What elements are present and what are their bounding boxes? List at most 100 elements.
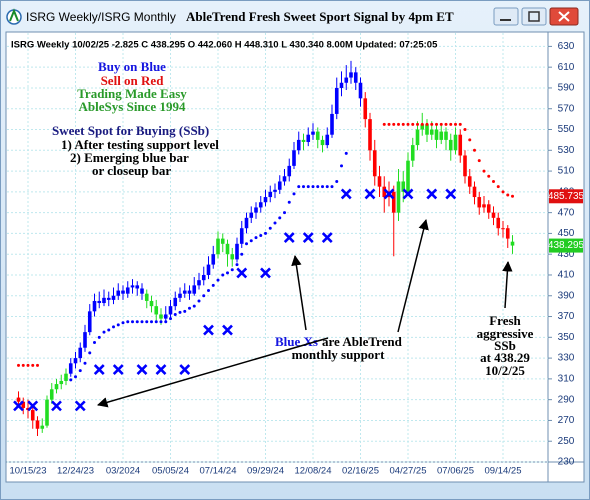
candle-body — [149, 300, 154, 307]
candle-body — [401, 181, 406, 192]
candle-body — [510, 241, 515, 246]
arrow — [502, 260, 513, 309]
x-tick-label: 09/29/24 — [247, 466, 284, 477]
y-tick-label: 530 — [558, 145, 575, 156]
y-tick-label: 350 — [558, 332, 575, 343]
stop-dot — [164, 320, 168, 324]
support-x — [402, 188, 414, 200]
candle-body — [249, 212, 254, 218]
y-tick-label: 410 — [558, 270, 575, 281]
app-icon-mark — [9, 8, 19, 22]
y-tick-label: 370 — [558, 311, 575, 322]
candle-body — [311, 131, 315, 135]
candle-body — [349, 72, 353, 78]
arrow — [291, 254, 307, 331]
candle-body — [382, 186, 387, 198]
candle-body — [92, 300, 97, 312]
candle-body — [30, 410, 35, 421]
annotation: Blue Xs — [275, 334, 318, 349]
candle-body — [363, 98, 368, 120]
x-tick-label: 02/16/25 — [342, 466, 379, 477]
x-tick-label: 04/27/25 — [390, 466, 427, 477]
candle-body — [230, 254, 235, 260]
stop-dot — [21, 363, 25, 367]
candle-body — [268, 191, 273, 198]
candle-body — [273, 189, 277, 192]
stop-dot — [93, 341, 96, 345]
stop-dot — [36, 363, 39, 367]
x-tick-label: 12/08/24 — [295, 466, 332, 477]
stop-dot — [183, 309, 187, 313]
maximize-button[interactable] — [521, 7, 547, 26]
candle-body — [425, 124, 429, 135]
stop-dot — [463, 128, 467, 132]
support-x — [383, 188, 395, 200]
candle-body — [106, 297, 111, 300]
y-tick-label: 250 — [558, 436, 575, 447]
y-tick-label: 270 — [558, 415, 575, 426]
stop-dot — [268, 226, 272, 230]
support-x — [364, 188, 376, 200]
stop-dot — [273, 221, 277, 225]
stop-dot — [264, 231, 267, 235]
candle-body — [220, 238, 225, 244]
candle-body — [59, 380, 64, 385]
candle-body — [87, 311, 92, 333]
candle-body — [206, 264, 211, 275]
window-tabs[interactable]: ISRG Weekly/ISRG Monthly — [26, 10, 176, 24]
stop-dot — [302, 185, 305, 189]
annotation: Sell on Red — [101, 73, 165, 88]
stop-dot — [392, 122, 396, 126]
candle-body — [35, 420, 40, 429]
candle-body — [287, 165, 292, 177]
candle-body — [434, 129, 439, 140]
candle-body — [415, 129, 420, 146]
arrow — [96, 337, 329, 408]
annotation: Sweet Spot for Buying (SSb) — [52, 123, 209, 138]
candle-body — [353, 72, 358, 83]
stop-dot — [501, 190, 505, 194]
candle-body — [467, 176, 472, 187]
stop-dot — [197, 299, 201, 303]
candle-body — [339, 82, 344, 88]
stop-dot — [116, 323, 120, 327]
candle-body — [16, 397, 21, 402]
stop-dot — [340, 164, 343, 168]
candle-body — [197, 280, 201, 286]
y-tick-label: 630 — [558, 41, 575, 52]
stop-dot — [74, 375, 77, 379]
annotation: Trading Made Easy — [77, 86, 187, 101]
candle-body — [396, 181, 401, 213]
annotation: Fresh — [489, 313, 521, 328]
stop-dot — [397, 122, 400, 126]
stop-dot — [473, 148, 476, 152]
candle-body — [296, 139, 301, 151]
stop-dot — [344, 151, 348, 155]
candle-body — [97, 300, 102, 304]
candle-body — [45, 399, 49, 426]
window-controls — [493, 7, 579, 26]
candle-body — [163, 314, 168, 319]
stop-dot — [278, 216, 282, 220]
candle-body — [320, 139, 325, 146]
minimize-button[interactable] — [493, 7, 519, 26]
x-tick-label: 07/14/24 — [200, 466, 237, 477]
stop-dot — [150, 320, 153, 324]
stop-dot — [259, 233, 263, 237]
stop-dot — [226, 271, 229, 275]
x-tick-label: 12/24/23 — [57, 466, 94, 477]
y-tick-label: 550 — [558, 124, 575, 135]
stop-dot — [135, 320, 139, 324]
stop-dot — [131, 320, 134, 324]
support-x — [260, 267, 271, 279]
candle-body — [453, 134, 458, 151]
candle-body — [444, 131, 448, 140]
support-x — [136, 364, 148, 375]
candle-body — [102, 297, 106, 304]
candle-body — [391, 191, 396, 213]
stop-dot — [102, 330, 106, 334]
candle-body — [406, 160, 410, 192]
candle-body — [420, 124, 425, 130]
stop-dot — [121, 321, 125, 325]
candle-body — [429, 129, 434, 135]
